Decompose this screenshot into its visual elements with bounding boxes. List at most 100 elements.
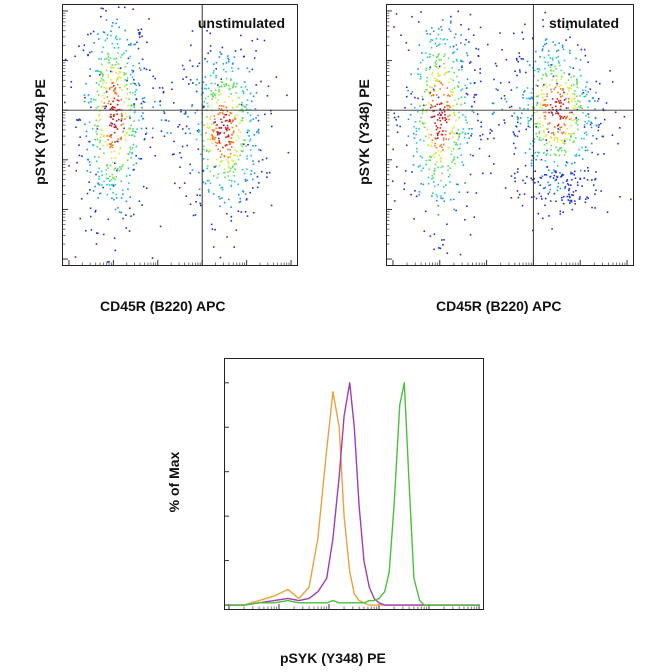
event-dot bbox=[558, 100, 560, 102]
event-dot bbox=[433, 31, 435, 33]
event-dot bbox=[103, 136, 105, 138]
event-dot bbox=[110, 103, 112, 105]
scatter-unstimulated bbox=[63, 5, 297, 265]
event-dot bbox=[560, 188, 562, 190]
event-dot bbox=[506, 59, 508, 61]
event-dot bbox=[606, 102, 608, 104]
event-dot bbox=[125, 73, 127, 75]
event-dot bbox=[550, 200, 552, 202]
event-dot bbox=[579, 101, 581, 103]
event-dot bbox=[123, 53, 125, 55]
event-dot bbox=[78, 144, 80, 146]
event-dot bbox=[468, 41, 470, 43]
event-dot bbox=[434, 186, 436, 188]
event-dot bbox=[431, 145, 433, 147]
event-dot bbox=[89, 141, 91, 143]
event-dot bbox=[535, 51, 537, 53]
event-dot bbox=[451, 150, 453, 152]
event-dot bbox=[449, 28, 451, 30]
event-dot bbox=[436, 196, 438, 198]
event-dot bbox=[545, 116, 547, 118]
event-dot bbox=[137, 29, 139, 31]
event-dot bbox=[450, 46, 452, 48]
event-dot bbox=[564, 143, 566, 145]
event-dot bbox=[217, 134, 219, 136]
event-dot bbox=[217, 177, 219, 179]
event-dot bbox=[106, 70, 108, 72]
event-dot bbox=[600, 123, 602, 125]
event-dot bbox=[413, 133, 415, 135]
event-dot bbox=[458, 139, 460, 141]
event-dot bbox=[558, 42, 560, 44]
event-dot bbox=[425, 69, 427, 71]
event-dot bbox=[568, 79, 570, 81]
event-dot bbox=[125, 66, 127, 68]
event-dot bbox=[139, 67, 141, 69]
event-dot bbox=[127, 105, 129, 107]
event-dot bbox=[152, 76, 154, 78]
event-dot bbox=[538, 152, 540, 154]
event-dot bbox=[449, 167, 451, 169]
event-dot bbox=[572, 67, 574, 69]
population-0 bbox=[392, 10, 495, 255]
event-dot bbox=[74, 56, 76, 58]
event-dot bbox=[105, 87, 107, 89]
event-dot bbox=[152, 257, 154, 259]
event-dot bbox=[438, 59, 440, 61]
event-dot bbox=[223, 124, 225, 126]
event-dot bbox=[562, 117, 564, 119]
event-dot bbox=[102, 83, 104, 85]
event-dot bbox=[422, 96, 424, 98]
event-dot bbox=[218, 89, 220, 91]
event-dot bbox=[563, 123, 565, 125]
event-dot bbox=[440, 248, 442, 250]
event-dot bbox=[573, 75, 575, 77]
event-dot bbox=[130, 157, 132, 159]
event-dot bbox=[567, 179, 569, 181]
event-dot bbox=[218, 196, 220, 198]
event-dot bbox=[246, 155, 248, 157]
event-dot bbox=[406, 96, 408, 98]
event-dot bbox=[222, 47, 224, 49]
event-dot bbox=[254, 57, 256, 59]
event-dot bbox=[120, 57, 122, 59]
event-dot bbox=[560, 78, 562, 80]
event-dot bbox=[225, 127, 227, 129]
event-dot bbox=[258, 129, 260, 131]
event-dot bbox=[221, 121, 223, 123]
event-dot bbox=[419, 139, 421, 141]
event-dot bbox=[565, 133, 567, 135]
event-dot bbox=[219, 105, 221, 107]
event-dot bbox=[103, 80, 105, 82]
event-dot bbox=[146, 132, 148, 134]
event-dot bbox=[76, 119, 78, 121]
event-dot bbox=[571, 112, 573, 114]
event-dot bbox=[195, 84, 197, 86]
event-dot bbox=[226, 62, 228, 64]
event-dot bbox=[457, 184, 459, 186]
event-dot bbox=[535, 126, 537, 128]
event-dot bbox=[438, 74, 440, 76]
event-dot bbox=[504, 95, 506, 97]
event-dot bbox=[203, 140, 205, 142]
event-dot bbox=[132, 72, 134, 74]
event-dot bbox=[522, 38, 524, 40]
event-dot bbox=[420, 78, 422, 80]
event-dot bbox=[86, 170, 88, 172]
event-dot bbox=[490, 129, 492, 131]
event-dot bbox=[440, 151, 442, 153]
event-dot bbox=[396, 125, 398, 127]
event-dot bbox=[142, 112, 144, 114]
event-dot bbox=[478, 49, 480, 51]
event-dot bbox=[212, 94, 214, 96]
event-dot bbox=[609, 70, 611, 72]
event-dot bbox=[251, 40, 253, 42]
event-dot bbox=[436, 38, 438, 40]
event-dot bbox=[431, 95, 433, 97]
event-dot bbox=[580, 75, 582, 77]
event-dot bbox=[570, 171, 572, 173]
event-dot bbox=[576, 79, 578, 81]
event-dot bbox=[185, 133, 187, 135]
event-dot bbox=[453, 159, 455, 161]
event-dot bbox=[562, 89, 564, 91]
